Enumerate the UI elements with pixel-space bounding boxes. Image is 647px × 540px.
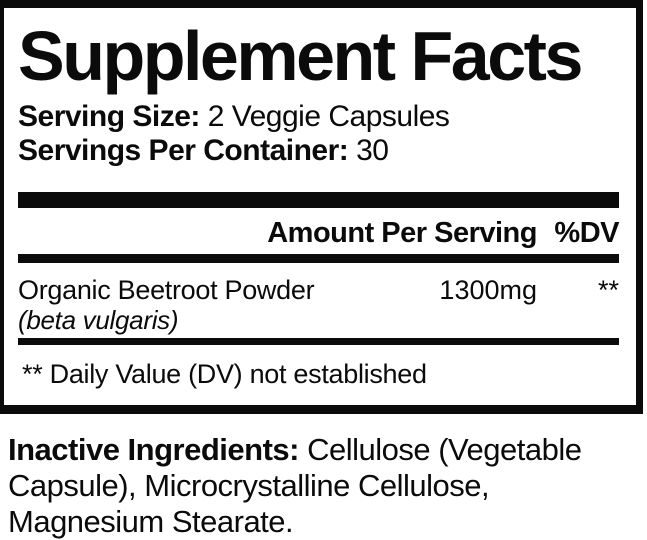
ingredient-amount: 1300mg — [439, 275, 537, 305]
ingredient-row: Organic Beetroot Powder (beta vulgaris) … — [18, 263, 619, 338]
ingredient-dv-value: ** — [597, 275, 619, 305]
servings-per-container-line: Servings Per Container: 30 — [18, 134, 619, 168]
ingredient-latin-name: (beta vulgaris) — [18, 305, 179, 335]
supplement-facts-panel: Supplement Facts Serving Size: 2 Veggie … — [0, 0, 643, 414]
serving-size-line: Serving Size: 2 Veggie Capsules — [18, 100, 619, 134]
daily-value-footnote: ** Daily Value (DV) not established — [22, 359, 427, 389]
percent-dv-header: %DV — [554, 217, 619, 249]
serving-info-block: Serving Size: 2 Veggie Capsules Servings… — [18, 100, 619, 168]
column-header-row: Amount Per Serving %DV — [18, 208, 619, 254]
inactive-ingredients-label: Inactive Ingredients: — [8, 432, 299, 467]
serving-size-label: Serving Size: — [18, 100, 200, 133]
header-divider-rule — [18, 254, 619, 263]
servings-per-container-label: Servings Per Container: — [18, 134, 349, 167]
footnote-divider-rule — [18, 338, 619, 345]
ingredient-name-block: Organic Beetroot Powder (beta vulgaris) — [18, 275, 439, 335]
servings-per-container-value: 30 — [356, 134, 389, 167]
amount-per-serving-header: Amount Per Serving — [267, 217, 537, 249]
inactive-ingredients-paragraph: Inactive Ingredients: Cellulose (Vegetab… — [0, 432, 647, 540]
ingredient-name: Organic Beetroot Powder — [18, 275, 315, 305]
serving-size-value: 2 Veggie Capsules — [207, 100, 450, 133]
thick-divider-bar — [18, 192, 619, 208]
panel-title: Supplement Facts — [18, 17, 583, 95]
